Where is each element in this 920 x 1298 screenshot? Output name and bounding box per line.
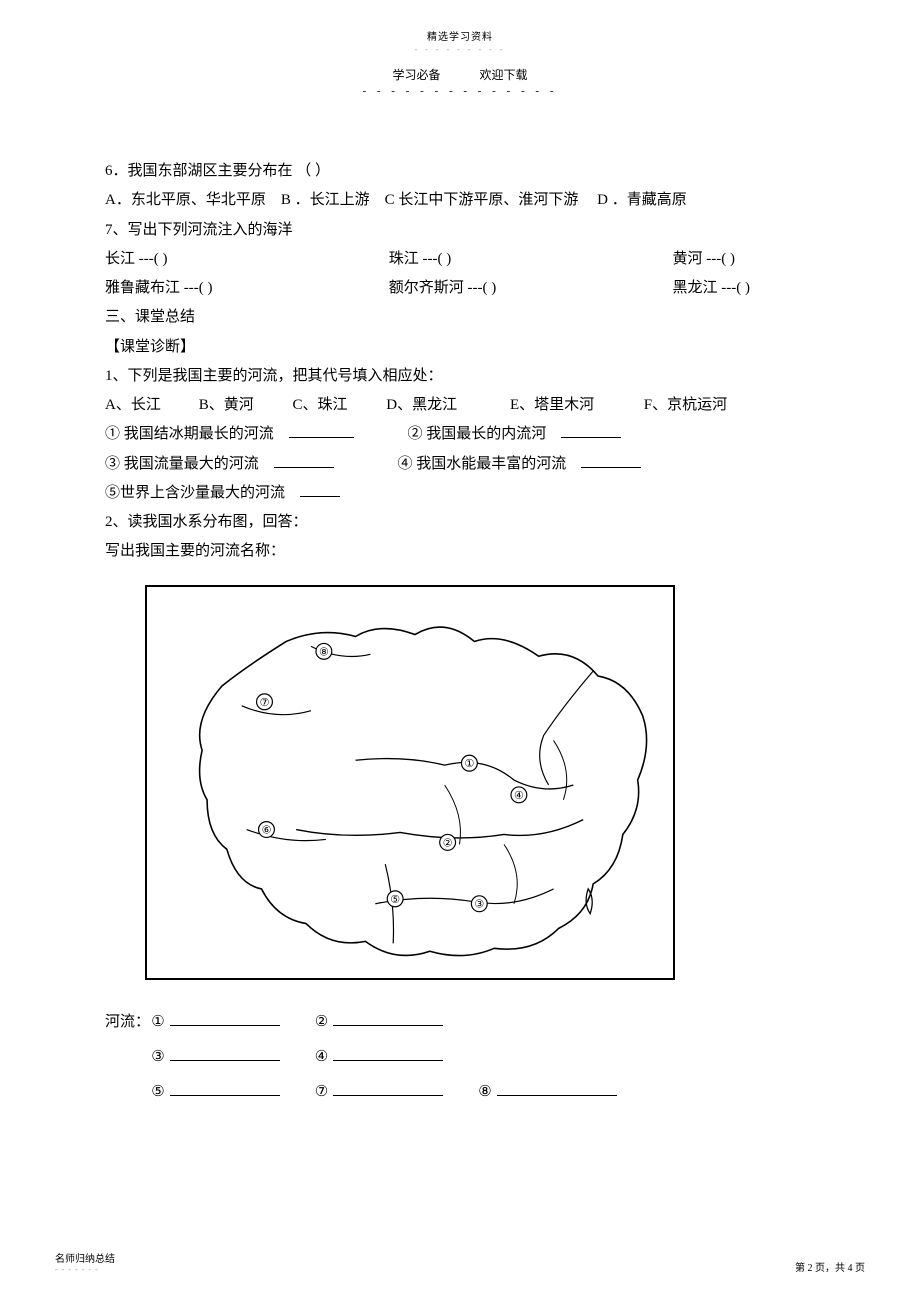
num-4: ④ bbox=[314, 1043, 330, 1072]
header-left: 学习必备 bbox=[392, 68, 440, 82]
q6-stem: 6．我国东部湖区主要分布在 （ ） bbox=[105, 157, 815, 186]
q6-d: D ．青藏高原 bbox=[597, 192, 687, 208]
map-label-text: ③ bbox=[474, 898, 484, 910]
q1-l2b: ④ 我国水能最丰富的河流 bbox=[398, 456, 567, 472]
q7-r1b: 珠江 ---( ) bbox=[389, 245, 669, 274]
q2-stem: 2、读我国水系分布图，回答： bbox=[105, 508, 815, 537]
q1-line2: ③ 我国流量最大的河流 ④ 我国水能最丰富的河流 bbox=[105, 450, 815, 479]
blank-icon bbox=[170, 1011, 280, 1026]
num-2: ② bbox=[314, 1008, 330, 1037]
header-right: 欢迎下载 bbox=[480, 68, 528, 82]
river-branch bbox=[504, 844, 517, 903]
q6-options: A．东北平原、华北平原 B ．长江上游 C 长江中下游平原、淮河下游 D ．青藏… bbox=[105, 186, 815, 215]
blank-icon bbox=[497, 1081, 617, 1096]
q7-row1: 长江 ---( ) 珠江 ---( ) 黄河 ---( ) bbox=[105, 245, 815, 274]
blank-icon bbox=[333, 1011, 443, 1026]
header-top-label: 精选学习资料 bbox=[0, 0, 920, 43]
q7-r2c: 黑龙江 ---( ) bbox=[673, 274, 750, 303]
map-svg: ① ② ③ ④ ⑤ ⑥ ⑦ ⑧ bbox=[147, 587, 673, 978]
section3-title: 三、课堂总结 bbox=[105, 303, 815, 332]
map-label-text: ⑧ bbox=[319, 646, 329, 658]
q1-C: C、珠江 bbox=[293, 391, 383, 420]
map-label-text: ④ bbox=[514, 789, 524, 801]
q1-B: B、黄河 bbox=[199, 391, 289, 420]
blank-icon bbox=[300, 482, 340, 497]
blank-icon bbox=[333, 1081, 443, 1096]
map-label-text: ② bbox=[443, 837, 453, 849]
river-branch bbox=[554, 740, 567, 799]
q7-row2: 雅鲁藏布江 ---( ) 额尔齐斯河 ---( ) 黑龙江 ---( ) bbox=[105, 274, 815, 303]
q6-a: A．东北平原、华北平原 bbox=[105, 192, 266, 208]
q1-l2a: ③ 我国流量最大的河流 bbox=[105, 456, 259, 472]
q1-l3: ⑤世界上含沙量最大的河流 bbox=[105, 485, 285, 501]
q7-r2b: 额尔齐斯河 ---( ) bbox=[389, 274, 669, 303]
diagnosis-title: 【课堂诊断】 bbox=[105, 333, 815, 362]
footer-dashes-left: - - - - - - - bbox=[55, 1265, 115, 1274]
q6-b: B ．长江上游 bbox=[281, 192, 370, 208]
num-8: ⑧ bbox=[477, 1078, 493, 1107]
q1-F: F、京杭运河 bbox=[644, 391, 727, 420]
blank-icon bbox=[561, 423, 621, 438]
answer-lines: 河流：① ② ③ ④ ⑤ ⑦ ⑧ bbox=[105, 1008, 815, 1108]
footer-left-text: 名师归纳总结 bbox=[55, 1250, 115, 1265]
river-heilongjiang bbox=[540, 671, 593, 785]
header-dashes: - - - - - - - - - - - - - - bbox=[0, 85, 920, 97]
map-label-text: ⑥ bbox=[262, 824, 272, 836]
header-dashes-top: - - - - - - - - - bbox=[0, 45, 920, 54]
river-tarim bbox=[242, 705, 311, 714]
q1-D: D、黑龙江 bbox=[386, 391, 506, 420]
num-5: ⑤ bbox=[150, 1078, 166, 1107]
q7-r1a: 长江 ---( ) bbox=[105, 245, 385, 274]
blank-icon bbox=[289, 423, 354, 438]
river-changjiang bbox=[296, 819, 583, 837]
q1-A: A、长江 bbox=[105, 391, 195, 420]
q1-stem: 1、下列是我国主要的河流，把其代号填入相应处： bbox=[105, 362, 815, 391]
map-label-text: ⑦ bbox=[260, 696, 270, 708]
num-3: ③ bbox=[150, 1043, 166, 1072]
q1-E: E、塔里木河 bbox=[510, 391, 640, 420]
map-labels: ① ② ③ ④ ⑤ ⑥ ⑦ ⑧ bbox=[257, 643, 527, 911]
q6-c: C 长江中下游平原、淮河下游 bbox=[385, 192, 579, 208]
footer-right: 第 2 页，共 4 页 bbox=[795, 1259, 865, 1274]
answer-label: 河流： bbox=[105, 1014, 150, 1030]
blank-icon bbox=[581, 453, 641, 468]
content-body: 6．我国东部湖区主要分布在 （ ） A．东北平原、华北平原 B ．长江上游 C … bbox=[105, 157, 815, 1107]
blank-icon bbox=[274, 453, 334, 468]
q7-r1c: 黄河 ---( ) bbox=[673, 245, 735, 274]
q1-line3: ⑤世界上含沙量最大的河流 bbox=[105, 479, 815, 508]
q1-l1a: ① 我国结冰期最长的河流 bbox=[105, 426, 274, 442]
blank-icon bbox=[170, 1081, 280, 1096]
footer-left: 名师归纳总结 - - - - - - - bbox=[55, 1250, 115, 1274]
header-second: 学习必备 欢迎下载 bbox=[0, 54, 920, 83]
q1-options: A、长江 B、黄河 C、珠江 D、黑龙江 E、塔里木河 F、京杭运河 bbox=[105, 391, 815, 420]
num-1: ① bbox=[150, 1008, 166, 1037]
q1-l1b: ② 我国最长的内流河 bbox=[408, 426, 547, 442]
q2-sub: 写出我国主要的河流名称： bbox=[105, 537, 815, 566]
map-label-text: ⑤ bbox=[390, 893, 400, 905]
q1-line1: ① 我国结冰期最长的河流 ② 我国最长的内流河 bbox=[105, 420, 815, 449]
map-label-text: ① bbox=[465, 758, 475, 770]
blank-icon bbox=[333, 1046, 443, 1061]
blank-icon bbox=[170, 1046, 280, 1061]
num-7: ⑦ bbox=[314, 1078, 330, 1107]
china-rivers-map: ① ② ③ ④ ⑤ ⑥ ⑦ ⑧ bbox=[145, 585, 675, 980]
q7-r2a: 雅鲁藏布江 ---( ) bbox=[105, 274, 385, 303]
q7-stem: 7、写出下列河流注入的海洋 bbox=[105, 216, 815, 245]
map-outline bbox=[200, 627, 647, 956]
